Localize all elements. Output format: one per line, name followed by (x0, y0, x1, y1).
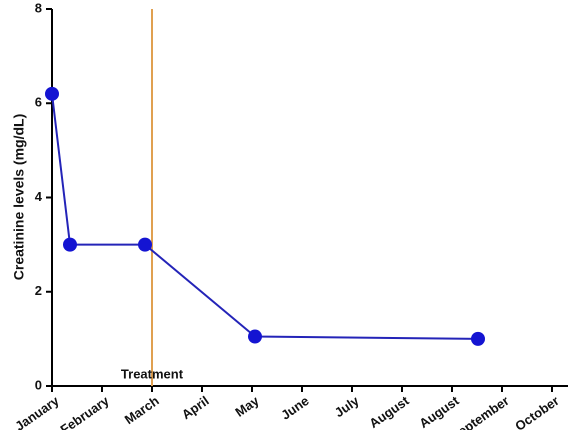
y-tick-label: 4 (35, 189, 43, 204)
x-tick-label: January (12, 393, 62, 430)
y-tick-label: 8 (35, 0, 42, 15)
x-tick-label: June (278, 393, 311, 423)
data-line (51, 93, 479, 340)
x-tick-label: May (232, 393, 262, 420)
x-tick-label: July (332, 393, 363, 421)
data-point (63, 237, 77, 252)
x-tick-label: October (512, 393, 561, 430)
data-point (248, 329, 262, 344)
x-tick-label: February (58, 393, 113, 430)
x-tick-label: August (416, 393, 462, 430)
y-tick-label: 2 (35, 283, 42, 298)
data-point (138, 237, 152, 252)
y-tick-label: 6 (35, 95, 42, 110)
y-tick-label: 0 (35, 377, 42, 392)
x-tick-label: August (366, 393, 412, 430)
x-tick-label: September (448, 393, 512, 430)
annotation-text: Treatment (121, 366, 184, 381)
x-tick-label: April (179, 393, 212, 422)
x-tick-label: March (122, 393, 162, 427)
y-axis-label: Creatinine levels (mg/dL) (11, 114, 27, 280)
data-point (471, 331, 485, 346)
data-point (45, 86, 59, 101)
